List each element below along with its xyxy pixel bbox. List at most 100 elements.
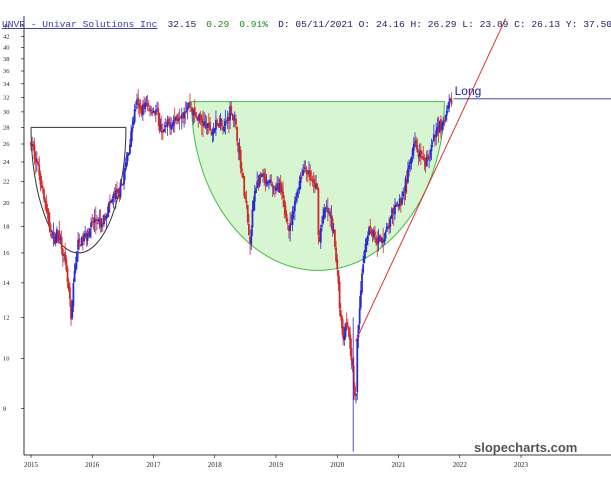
candle-body	[425, 156, 428, 167]
candle-body	[345, 321, 348, 326]
candle-body	[141, 104, 144, 115]
candle-body	[64, 252, 67, 260]
candle-body	[315, 184, 317, 189]
candle-body	[185, 111, 188, 112]
candle-body	[324, 207, 327, 209]
candle-body	[227, 116, 230, 122]
candle-body	[408, 165, 411, 169]
candle-body	[61, 249, 64, 256]
candle-body	[166, 119, 169, 127]
candle-body	[220, 120, 223, 126]
axis-layer: 8101214161820222426283032343638404244201…	[3, 16, 611, 469]
candle-body	[146, 103, 149, 107]
candle-body	[358, 308, 361, 324]
candle-body	[44, 199, 47, 203]
candle-body	[117, 190, 120, 193]
candle-body	[71, 304, 74, 319]
candle-body	[98, 218, 101, 222]
y-tick-label: 24	[3, 159, 10, 166]
candle-body	[233, 118, 236, 120]
y-tick-label: 36	[3, 68, 10, 75]
candle-body	[346, 325, 349, 328]
candle-body	[153, 111, 156, 114]
candle-body	[37, 161, 39, 165]
candle-body	[375, 237, 378, 244]
candle-body	[257, 179, 260, 187]
candle-body	[310, 179, 313, 181]
candle-body	[143, 103, 145, 109]
candle-body	[35, 161, 38, 162]
candle-body	[391, 209, 394, 213]
candle-body	[54, 237, 57, 244]
candle-body	[87, 231, 90, 235]
candle-body	[60, 236, 63, 249]
candle-body	[33, 145, 36, 160]
candle-body	[125, 162, 128, 168]
candle-body	[419, 149, 422, 155]
candle-body	[412, 143, 415, 151]
candle-body	[438, 120, 441, 132]
candle-body	[180, 114, 183, 119]
candle-body	[404, 178, 407, 193]
candle-body	[106, 213, 109, 218]
candle-body	[268, 180, 270, 182]
candle-body	[109, 201, 111, 204]
candle-body	[306, 171, 309, 175]
candle-body	[376, 241, 379, 245]
candle-body	[283, 200, 286, 207]
candle-body	[318, 236, 321, 242]
candle-body	[422, 156, 425, 159]
candle-body	[67, 283, 70, 290]
candle-body	[202, 120, 204, 127]
candle-body	[226, 117, 229, 122]
candle-body	[266, 181, 269, 184]
candle-body	[351, 359, 354, 366]
candle-body	[332, 229, 335, 234]
candle-body	[204, 121, 207, 123]
candle-body	[399, 199, 402, 206]
candle-body	[396, 204, 399, 206]
candle-body	[151, 111, 154, 114]
candle-body	[290, 222, 293, 224]
candle-body	[196, 117, 198, 119]
candle-body	[372, 230, 375, 238]
candle-body	[381, 238, 383, 243]
candle-body	[103, 215, 105, 224]
candle-body	[232, 114, 235, 121]
candle-body	[86, 233, 89, 242]
candle-body	[68, 287, 71, 299]
candle-body	[38, 164, 41, 176]
header-ticker-name[interactable]: UNVR - Univar Solutions Inc	[2, 19, 158, 30]
candle-body	[414, 141, 416, 143]
candle-body	[178, 117, 181, 120]
candle-body	[52, 233, 55, 235]
candle-body	[167, 118, 170, 122]
candle-body	[48, 222, 51, 233]
candle-body	[179, 117, 182, 119]
candle-body	[39, 173, 42, 185]
candle-body	[282, 191, 284, 199]
candle-body	[401, 197, 403, 204]
candle-body	[436, 127, 439, 133]
candle-body	[291, 211, 294, 226]
candle-body	[304, 167, 307, 169]
candle-body	[410, 156, 413, 164]
candle-body	[193, 107, 196, 113]
candle-body	[173, 117, 176, 121]
candle-body	[416, 145, 419, 153]
candle-body	[152, 110, 155, 113]
candle-body	[352, 365, 355, 389]
candle-body	[312, 179, 315, 184]
candle-body	[65, 258, 68, 271]
candle-body	[84, 233, 87, 237]
candle-body	[382, 239, 385, 242]
y-tick-label: 16	[3, 250, 10, 257]
candle-body	[235, 118, 237, 125]
candle-body	[213, 128, 216, 132]
annotation-layer: Long	[355, 18, 611, 342]
candle-body	[96, 222, 98, 224]
y-tick-label: 8	[3, 405, 6, 412]
candle-body	[78, 238, 81, 244]
candle-body	[51, 236, 54, 238]
